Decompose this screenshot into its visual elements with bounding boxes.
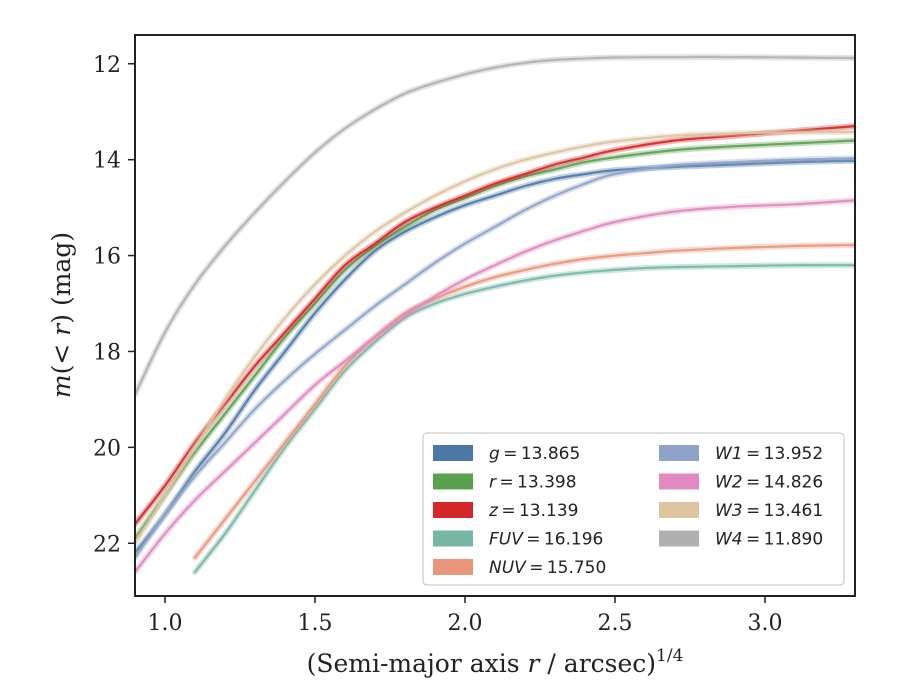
y-axis-title-unit: (mag) [47, 232, 76, 314]
legend-label-r: r = 13.398 [489, 473, 577, 493]
legend-label-nuv: NUV = 15.750 [489, 558, 606, 578]
legend-swatch-r [433, 473, 473, 490]
legend-swatch-fuv [433, 530, 473, 547]
y-axis-title-inner: (< [47, 336, 76, 375]
legend-swatch-w1 [659, 445, 699, 461]
x-axis-ticks: 1.0 1.5 2.0 2.5 3.0 [148, 596, 783, 636]
y-tick-label: 14 [93, 149, 121, 174]
series-line-fuv [193, 264, 855, 574]
series-line-nuv [193, 243, 855, 559]
legend-swatch-w3 [659, 502, 699, 518]
legend-label-z: z = 13.139 [488, 501, 578, 521]
series-curves [135, 54, 855, 575]
legend-swatch-w4 [659, 530, 699, 547]
x-tick-label: 1.5 [298, 611, 333, 636]
series-line-w4 [135, 55, 855, 396]
y-tick-label: 16 [93, 245, 121, 270]
legend-swatch-g [433, 445, 473, 461]
series-line-w3 [135, 130, 855, 545]
y-tick-label: 20 [93, 436, 121, 461]
y-axis-title: m(< r) (mag) [47, 232, 76, 398]
legend-swatch-z [433, 502, 473, 518]
series-line-w2 [135, 199, 855, 574]
series-line-r [135, 139, 855, 540]
y-tick-label: 18 [93, 340, 121, 365]
legend-label-w3: W3 = 13.461 [715, 501, 823, 521]
x-tick-label: 3.0 [748, 611, 783, 636]
x-tick-label: 2.5 [598, 611, 633, 636]
y-axis-ticks: 12 14 16 18 20 22 [93, 53, 135, 557]
x-axis-title-post: / arcsec) [539, 649, 656, 678]
x-tick-label: 2.0 [448, 611, 483, 636]
y-axis-title-close: ) [47, 314, 76, 324]
legend-swatch-nuv [433, 559, 473, 575]
x-axis-title-exponent: 1/4 [656, 646, 683, 666]
series-line-z [135, 125, 855, 526]
legend-label-g: g = 13.865 [489, 444, 580, 464]
x-axis-title-pre: (Semi-major axis [307, 649, 528, 678]
y-tick-label: 12 [93, 53, 121, 78]
y-axis-title-m: m [47, 374, 76, 398]
y-axis-title-r: r [47, 322, 76, 336]
x-axis-title: (Semi-major axis r / arcsec)1/4 [307, 646, 684, 678]
x-axis-title-var: r [528, 649, 542, 678]
legend-swatch-w2 [659, 473, 699, 490]
legend-label-w2: W2 = 14.826 [715, 473, 823, 493]
legend-box [422, 432, 845, 586]
legend-label-fuv: FUV = 16.196 [489, 530, 603, 550]
y-tick-label: 22 [93, 532, 121, 557]
legend-label-w1: W1 = 13.952 [715, 444, 823, 464]
plot-frame [134, 34, 856, 597]
legend: g = 13.865 r = 13.398 z = 13.139 FUV = 16.1… [422, 432, 845, 586]
x-tick-label: 1.0 [148, 611, 183, 636]
series-line-w1 [135, 157, 855, 559]
legend-label-w4: W4 = 11.890 [715, 530, 823, 550]
